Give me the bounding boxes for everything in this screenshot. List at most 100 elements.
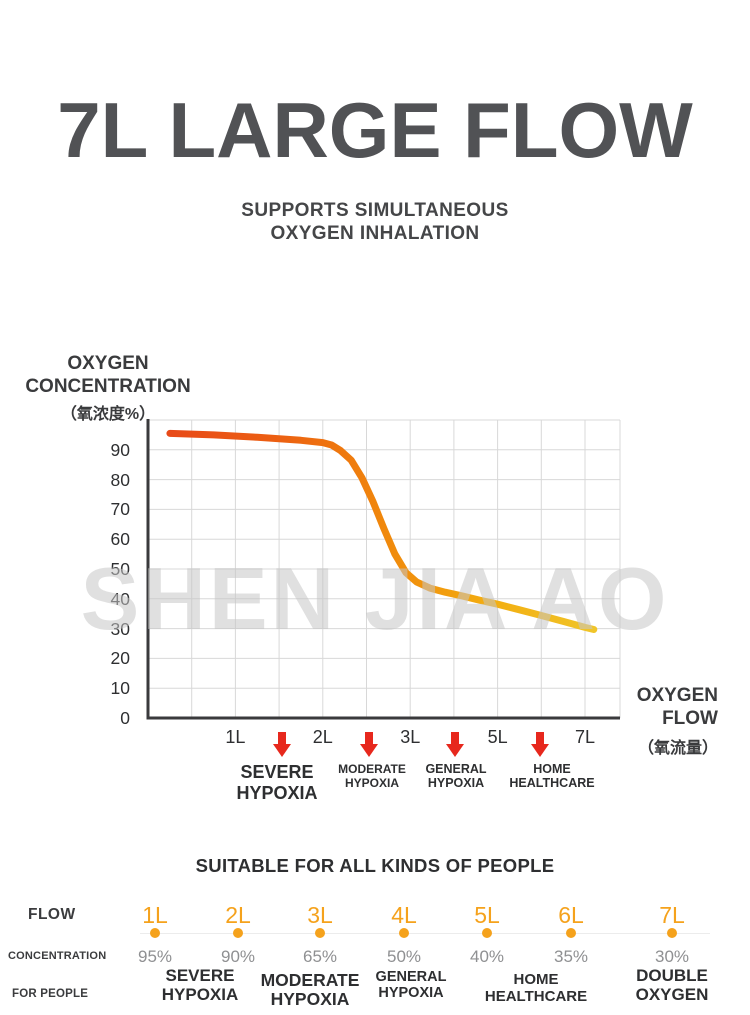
section-title: SUITABLE FOR ALL KINDS OF PEOPLE <box>195 855 555 876</box>
annotation-line: SEVERE <box>240 762 314 782</box>
down-arrow-icon <box>446 732 464 757</box>
suitability-table: SUITABLE FOR ALL KINDS OF PEOPLE FLOW 1L… <box>0 845 750 1015</box>
concentration-value: 90% <box>220 947 256 966</box>
x-tick-label: 1L <box>225 727 246 747</box>
people-group: HOME HEALTHCARE <box>461 971 611 1005</box>
flow-dot-icon <box>233 928 243 938</box>
y-tick-label: 50 <box>110 559 130 579</box>
annotation-label: GENERAL HYPOXIA <box>381 762 531 790</box>
x-axis-title-line-2: FLOW <box>662 708 718 729</box>
y-tick-label: 80 <box>110 469 130 490</box>
annotation-line: HOME <box>533 762 571 776</box>
people-group: MODERATE HYPOXIA <box>235 971 385 1009</box>
annotation-line: HYPOXIA <box>427 776 485 790</box>
flow-dot-icon <box>566 928 576 938</box>
flow-dot-icon <box>482 928 492 938</box>
concentration-value: 35% <box>553 947 589 966</box>
y-tick-label: 10 <box>110 678 130 699</box>
people-group: SEVERE HYPOXIA <box>125 966 275 1004</box>
flow-value: 1L <box>142 902 168 928</box>
x-axis-ticks: 1L 2L 3L 5L 7L <box>148 726 620 750</box>
page-subtitle: SUPPORTS SIMULTANEOUS OXYGEN INHALATION <box>0 199 750 245</box>
x-tick-label: 5L <box>487 727 508 747</box>
arrow-head <box>446 744 464 757</box>
people-line: GENERAL <box>375 969 447 985</box>
annotation-line: HEALTHCARE <box>509 776 595 790</box>
x-tick-label: 7L <box>575 727 596 747</box>
annotation-line: HYPOXIA <box>236 783 318 803</box>
y-tick-label: 30 <box>110 618 130 639</box>
flow-value: 5L <box>474 902 500 928</box>
people-line: HYPOXIA <box>270 989 350 1009</box>
flow-dot-icon <box>667 928 677 938</box>
people-line: HEALTHCARE <box>484 988 588 1005</box>
arrow-stem <box>278 732 286 744</box>
arrow-stem <box>451 732 459 744</box>
people-line: HYPOXIA <box>161 985 239 1004</box>
y-axis-title-line-1: OXYGEN <box>67 353 149 374</box>
people-line: OXYGEN <box>635 985 709 1004</box>
flow-value: 7L <box>659 902 685 928</box>
concentration-value: 30% <box>654 947 690 966</box>
x-axis-title-chinese: （氧流量） <box>637 740 718 757</box>
watermark: SHEN JIA AO <box>80 549 670 648</box>
people-line: HOME <box>513 971 559 988</box>
x-axis-title: OXYGEN FLOW （氧流量） <box>612 684 718 760</box>
row-label-concentration: CONCENTRATION <box>8 950 107 962</box>
x-tick-label: 2L <box>312 727 333 747</box>
arrow-stem <box>536 732 544 744</box>
y-axis-title-line-2: CONCENTRATION <box>25 376 191 397</box>
dot-baseline <box>140 933 710 934</box>
people-group: GENERAL HYPOXIA <box>336 969 486 1001</box>
page-title: 7L LARGE FLOW <box>57 86 693 174</box>
row-label-people: FOR PEOPLE <box>12 988 89 1000</box>
flow-dot-icon <box>399 928 409 938</box>
line-chart <box>146 419 621 720</box>
annotation-label: SEVERE HYPOXIA <box>202 762 352 804</box>
people-line: HYPOXIA <box>378 985 444 1001</box>
people-group: DOUBLE OXYGEN <box>597 966 747 1004</box>
people-line: DOUBLE <box>636 966 708 985</box>
concentration-curve <box>166 429 598 633</box>
concentration-value: 40% <box>469 947 505 966</box>
y-axis-title-chinese: （氧浓度%） <box>60 406 156 423</box>
arrow-head <box>273 744 291 757</box>
annotation-label: HOME HEALTHCARE <box>477 762 627 790</box>
people-line: SEVERE <box>165 966 235 985</box>
down-arrow-icon <box>531 732 549 757</box>
concentration-value: 65% <box>302 947 338 966</box>
down-arrow-icon <box>360 732 378 757</box>
down-arrow-icon <box>273 732 291 757</box>
y-tick-label: 70 <box>110 499 130 520</box>
flow-value: 2L <box>225 902 251 928</box>
concentration-value: 95% <box>137 947 173 966</box>
flow-value: 4L <box>391 902 417 928</box>
flow-dot-icon <box>150 928 160 938</box>
annotation-line: MODERATE <box>338 762 406 776</box>
people-line: MODERATE <box>260 970 360 990</box>
y-tick-label: 90 <box>110 439 130 460</box>
y-tick-label: 60 <box>110 529 130 550</box>
subtitle-line-2: OXYGEN INHALATION <box>270 223 480 244</box>
subtitle-line-1: SUPPORTS SIMULTANEOUS <box>241 200 509 221</box>
y-tick-label: 40 <box>110 588 130 609</box>
flow-dot-icon <box>315 928 325 938</box>
flow-value: 6L <box>558 902 584 928</box>
x-axis-title-line-1: OXYGEN <box>636 685 718 706</box>
arrow-stem <box>365 732 373 744</box>
y-tick-label: 20 <box>110 648 130 669</box>
y-tick-label: 0 <box>120 708 130 728</box>
x-tick-label: 3L <box>400 727 421 747</box>
flow-value: 3L <box>307 902 333 928</box>
chart-annotations: SEVERE HYPOXIA MODERATE HYPOXIA GENERAL HYPOX… <box>148 718 620 828</box>
annotation-line: GENERAL <box>425 762 487 776</box>
arrow-head <box>360 744 378 757</box>
row-label-flow: FLOW <box>28 906 76 923</box>
arrow-head <box>531 744 549 757</box>
y-axis-ticks: 0 10 20 30 40 50 60 70 80 90 <box>90 420 138 728</box>
annotation-label: MODERATE HYPOXIA <box>297 762 447 790</box>
y-axis-title: OXYGEN CONCENTRATION （氧浓度%） <box>12 352 204 426</box>
concentration-value: 50% <box>386 947 422 966</box>
annotation-line: HYPOXIA <box>344 776 399 790</box>
